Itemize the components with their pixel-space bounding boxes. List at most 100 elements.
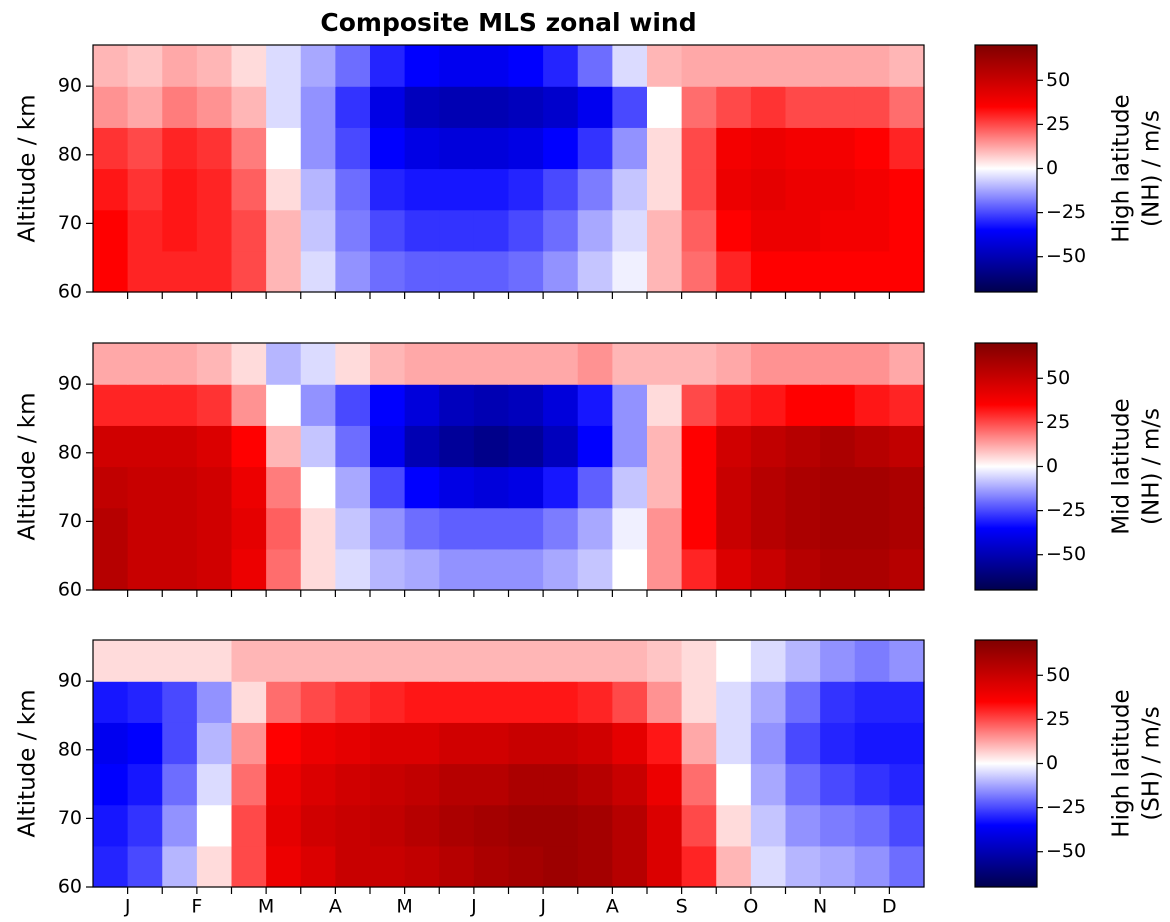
heatmap-cell [543, 722, 579, 765]
heatmap-cell [404, 722, 440, 765]
heatmap-cell [647, 548, 683, 591]
heatmap-cell [370, 168, 406, 211]
heatmap-cell [404, 425, 440, 468]
heatmap-cell [543, 681, 579, 723]
heatmap-cell [647, 127, 683, 170]
heatmap-cell [370, 127, 406, 170]
x-tick-label: J [539, 896, 546, 918]
heatmap-cell [266, 86, 302, 128]
heatmap-cell [162, 250, 198, 293]
heatmap-cell [266, 127, 302, 170]
heatmap-cell [854, 640, 890, 682]
heatmap-cell [647, 45, 683, 87]
heatmap-cell [543, 763, 579, 806]
heatmap-cell [612, 384, 648, 426]
heatmap-cell [231, 763, 267, 806]
heatmap-cell [508, 127, 544, 170]
heatmap-cell [473, 425, 510, 468]
heatmap-cell [127, 845, 163, 888]
heatmap-cell [577, 127, 613, 170]
heatmap-cell [577, 845, 613, 888]
heatmap-cell [820, 384, 856, 426]
heatmap-cell [162, 127, 198, 170]
colorbar-tick-label: −50 [1046, 840, 1086, 862]
heatmap-cell [370, 722, 406, 765]
heatmap-cell [266, 722, 302, 765]
heatmap-cell [439, 209, 475, 252]
heatmap-cell [231, 548, 267, 591]
heatmap-cell [612, 86, 648, 128]
heatmap-cell [750, 86, 787, 128]
colorbar-label: (NH) / m/s [1139, 408, 1165, 525]
heatmap-cell [716, 763, 752, 806]
heatmap-cell [370, 86, 406, 128]
heatmap-cell [266, 384, 302, 426]
heatmap-cell [820, 209, 856, 252]
heatmap-cell [404, 250, 440, 293]
heatmap-cell [612, 681, 648, 723]
heatmap-cell [612, 209, 648, 252]
heatmap-cell [439, 722, 475, 765]
heatmap-cell [854, 763, 890, 806]
heatmap-cell [127, 86, 163, 128]
heatmap-cell [647, 168, 683, 211]
heatmap-cell [750, 548, 787, 591]
heatmap-cell [716, 804, 752, 847]
heatmap-cell [681, 804, 717, 847]
heatmap-cell [266, 466, 302, 509]
heatmap-cell [231, 804, 267, 847]
heatmap-cell [750, 804, 787, 847]
heatmap-cell [439, 384, 475, 426]
heatmap-cell [543, 250, 579, 293]
heatmap-cell [231, 466, 267, 509]
heatmap-cell [716, 466, 752, 509]
heatmap-cell [231, 507, 267, 550]
heatmap-cell [93, 425, 129, 468]
heatmap-cell [266, 845, 302, 888]
heatmap-cell [854, 507, 890, 550]
heatmap-cell [266, 250, 302, 293]
heatmap-cell [612, 507, 648, 550]
heatmap-cell [889, 548, 925, 591]
heatmap-cell [196, 763, 233, 806]
heatmap-cell [439, 763, 475, 806]
heatmap-cell [370, 640, 406, 682]
y-axis-label: Altitude / km [15, 393, 41, 541]
heatmap-cell [335, 250, 371, 293]
heatmap-cell [543, 343, 579, 385]
heatmap-cell [577, 722, 613, 765]
heatmap-cell [750, 763, 787, 806]
heatmap-cell [647, 804, 683, 847]
heatmap-cell [681, 343, 717, 385]
heatmap-cell [612, 466, 648, 509]
heatmap-cell [127, 763, 163, 806]
heatmap-cell [370, 425, 406, 468]
heatmap-cell [716, 384, 752, 426]
heatmap-cell [93, 640, 129, 682]
heatmap-cell [785, 168, 821, 211]
heatmap-cell [162, 466, 198, 509]
heatmap-cell [300, 168, 336, 211]
heatmap-cell [473, 640, 510, 682]
colorbar-label: (NH) / m/s [1139, 110, 1165, 227]
colorbar [974, 639, 1038, 888]
y-tick-label: 70 [58, 212, 82, 234]
heatmap-cell [266, 804, 302, 847]
heatmap-cell [785, 209, 821, 252]
heatmap-cell [266, 168, 302, 211]
heatmap-cell [93, 681, 129, 723]
heatmap-cell [543, 127, 579, 170]
heatmap-cell [543, 168, 579, 211]
heatmap-cell [300, 86, 336, 128]
heatmap-cell [300, 763, 336, 806]
heatmap-cell [750, 384, 787, 426]
heatmap-cell [785, 127, 821, 170]
heatmap-cell [612, 804, 648, 847]
heatmap-cell [162, 86, 198, 128]
heatmap-cell [335, 681, 371, 723]
heatmap-cell [231, 384, 267, 426]
heatmap-cell [681, 466, 717, 509]
heatmap-cell [681, 209, 717, 252]
y-tick-label: 80 [58, 441, 82, 463]
heatmap-cell [93, 384, 129, 426]
